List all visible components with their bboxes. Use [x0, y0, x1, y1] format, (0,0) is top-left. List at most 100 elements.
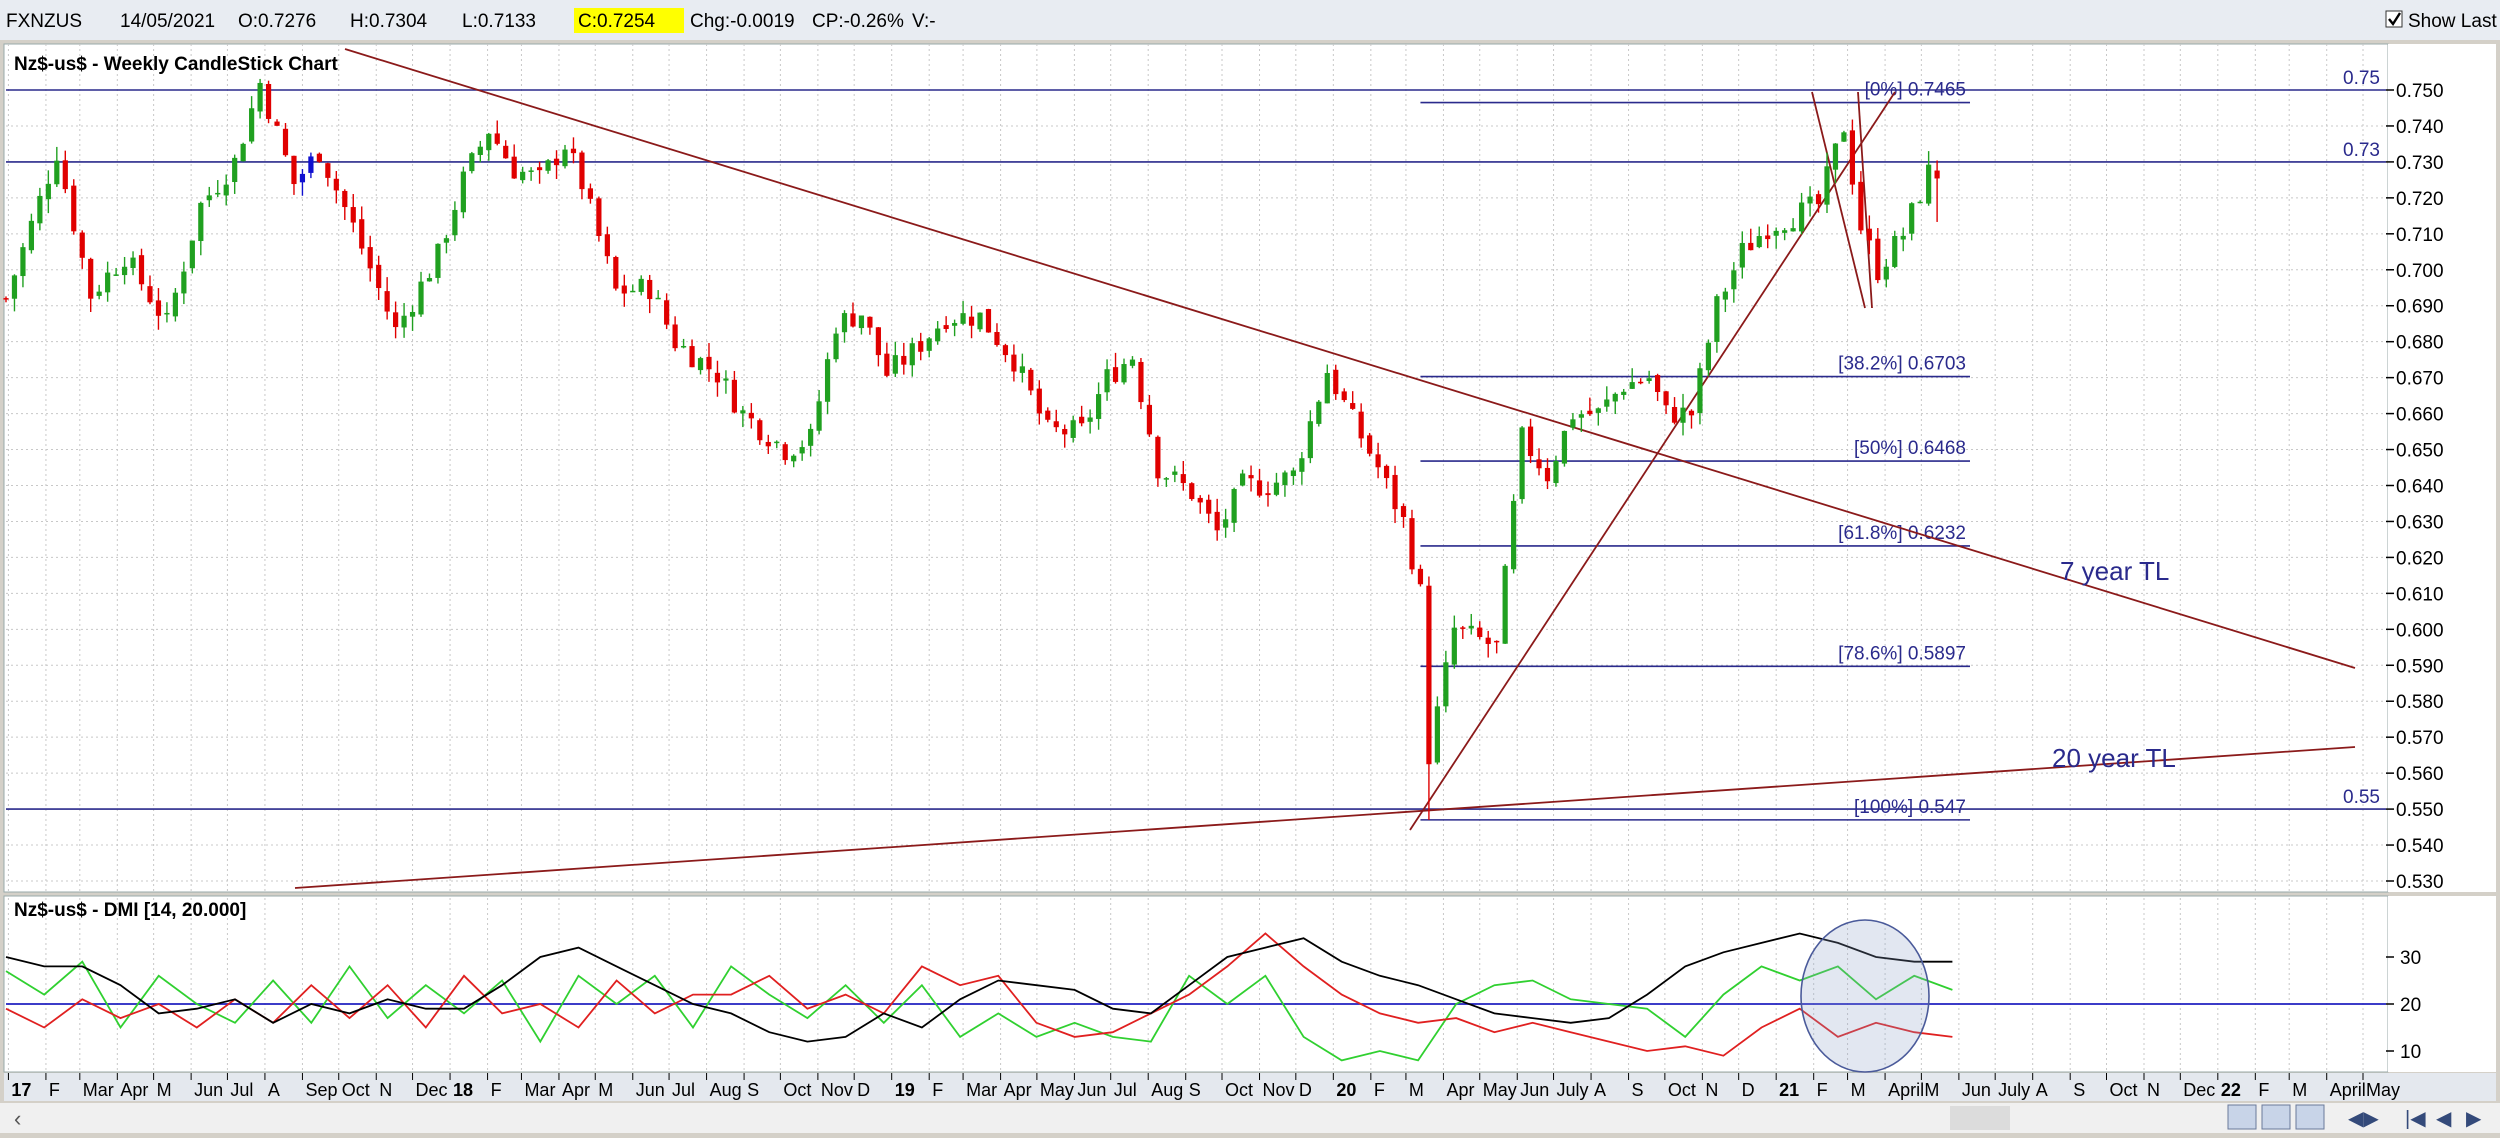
candle-body — [1841, 132, 1847, 142]
x-tick-label: S — [1189, 1080, 1201, 1100]
candle-body — [875, 327, 881, 356]
price-tick-label: 0.720 — [2396, 189, 2444, 210]
candle-body — [265, 83, 272, 119]
first-icon[interactable]: |◀ — [2405, 1108, 2426, 1130]
dmi-axis — [2388, 896, 2496, 1072]
candle-body — [3, 298, 9, 300]
x-tick-label: April — [1888, 1080, 1924, 1100]
candle-body — [1163, 478, 1169, 480]
x-tick-label: April — [2330, 1080, 2366, 1100]
zoom-out-button[interactable] — [2261, 1104, 2291, 1130]
x-tick-label: S — [1632, 1080, 1644, 1100]
x-tick-label: F — [1817, 1080, 1828, 1100]
zoom-fit-button[interactable] — [2295, 1104, 2325, 1130]
candle-body — [1934, 170, 1940, 179]
header-open: O:0.7276 — [238, 11, 316, 32]
x-tick-label: July — [1998, 1080, 2030, 1100]
zoom-in-button[interactable] — [2227, 1104, 2257, 1130]
x-tick-label: Apr — [1446, 1080, 1474, 1100]
scrollbar[interactable] — [0, 1103, 2500, 1133]
x-tick-label: D — [1742, 1080, 1755, 1100]
price-tick-label: 0.750 — [2396, 81, 2444, 102]
scroll-thumb[interactable] — [1950, 1106, 2010, 1130]
candle-body — [1121, 364, 1127, 383]
scroll-left-icon[interactable]: ‹ — [14, 1106, 21, 1131]
candle-body — [596, 198, 602, 236]
candle-body — [37, 195, 43, 224]
x-tick-label: M — [598, 1080, 613, 1100]
candle-body — [1290, 470, 1297, 477]
level-label: 0.75 — [2343, 68, 2380, 89]
candle-body — [968, 316, 975, 326]
header-volume: V:- — [912, 11, 936, 32]
candle-body — [926, 338, 932, 351]
candle-body — [28, 220, 35, 251]
x-tick-label: M — [2292, 1080, 2307, 1100]
candle-body — [189, 240, 195, 269]
price-tick-label: 0.740 — [2396, 117, 2444, 138]
candle-body — [443, 238, 450, 243]
candle-body — [647, 279, 653, 300]
candle-body — [1612, 393, 1618, 402]
price-tick-label: 0.530 — [2396, 872, 2444, 893]
highlight-ellipse — [1800, 919, 1930, 1073]
candle-body — [1028, 369, 1034, 391]
candle-body — [1926, 164, 1932, 204]
candle-body — [426, 278, 433, 282]
candle-body — [1629, 382, 1635, 389]
candle-body — [723, 378, 729, 381]
candle-body — [545, 160, 551, 171]
candle-body — [240, 143, 246, 162]
candle-body — [1536, 459, 1542, 469]
price-tick-label: 0.730 — [2396, 153, 2444, 174]
x-tick-label: Jun — [194, 1080, 223, 1100]
next-icon[interactable]: ▶ — [2466, 1108, 2482, 1130]
candle-body — [1358, 411, 1364, 439]
candle-body — [1223, 519, 1229, 528]
candle-body — [1773, 230, 1779, 236]
candle-body — [1595, 408, 1601, 413]
candle-body — [960, 313, 966, 324]
candle-body — [1426, 585, 1432, 765]
candle-body — [1189, 483, 1195, 500]
x-tick-label: D — [1299, 1080, 1312, 1100]
x-tick-label: Sep — [305, 1080, 337, 1100]
candle-body — [249, 108, 255, 142]
header-low: L:0.7133 — [462, 11, 536, 32]
candle-body — [774, 441, 780, 444]
candle-body — [536, 167, 543, 171]
price-tick-label: 0.690 — [2396, 297, 2444, 318]
prev-icon[interactable]: ◀ — [2436, 1108, 2452, 1130]
price-tick-label: 0.700 — [2396, 261, 2444, 282]
candle-body — [418, 281, 424, 315]
candle-body — [232, 157, 238, 183]
candle-body — [1070, 420, 1076, 438]
x-tick-label: Aug — [1151, 1080, 1183, 1100]
candle-body — [808, 428, 814, 446]
x-tick-label: Apr — [1004, 1080, 1032, 1100]
candle-body — [1807, 196, 1813, 204]
candle-body — [1002, 345, 1009, 356]
candle-body — [299, 173, 306, 183]
expand-icon[interactable]: ◀▶ — [2348, 1108, 2379, 1130]
candle-body — [850, 313, 856, 327]
x-tick-label: N — [379, 1080, 392, 1100]
candle-body — [1655, 375, 1661, 393]
price-ticks: 0.750 0.740 0.730 0.720 0.710 0.700 0.690 0.680… — [2386, 81, 2444, 893]
candle-body — [1638, 381, 1644, 384]
candle-body — [1053, 421, 1059, 428]
toolbar-buttons: ◀▶ |◀ ◀ ▶ — [2227, 1104, 2482, 1130]
candles — [3, 78, 1940, 820]
x-tick-label: S — [2073, 1080, 2085, 1100]
candle-body — [1214, 511, 1220, 531]
x-tick-label: 21 — [1779, 1080, 1799, 1100]
candle-body — [858, 315, 865, 329]
x-tick-label: July — [1557, 1080, 1589, 1100]
x-tick-label: F — [491, 1080, 502, 1100]
candle-body — [528, 170, 534, 172]
candle-body — [1705, 342, 1712, 371]
x-tick-label: May — [2366, 1080, 2400, 1100]
candle-body — [1265, 493, 1271, 496]
candle-body — [1875, 238, 1881, 281]
